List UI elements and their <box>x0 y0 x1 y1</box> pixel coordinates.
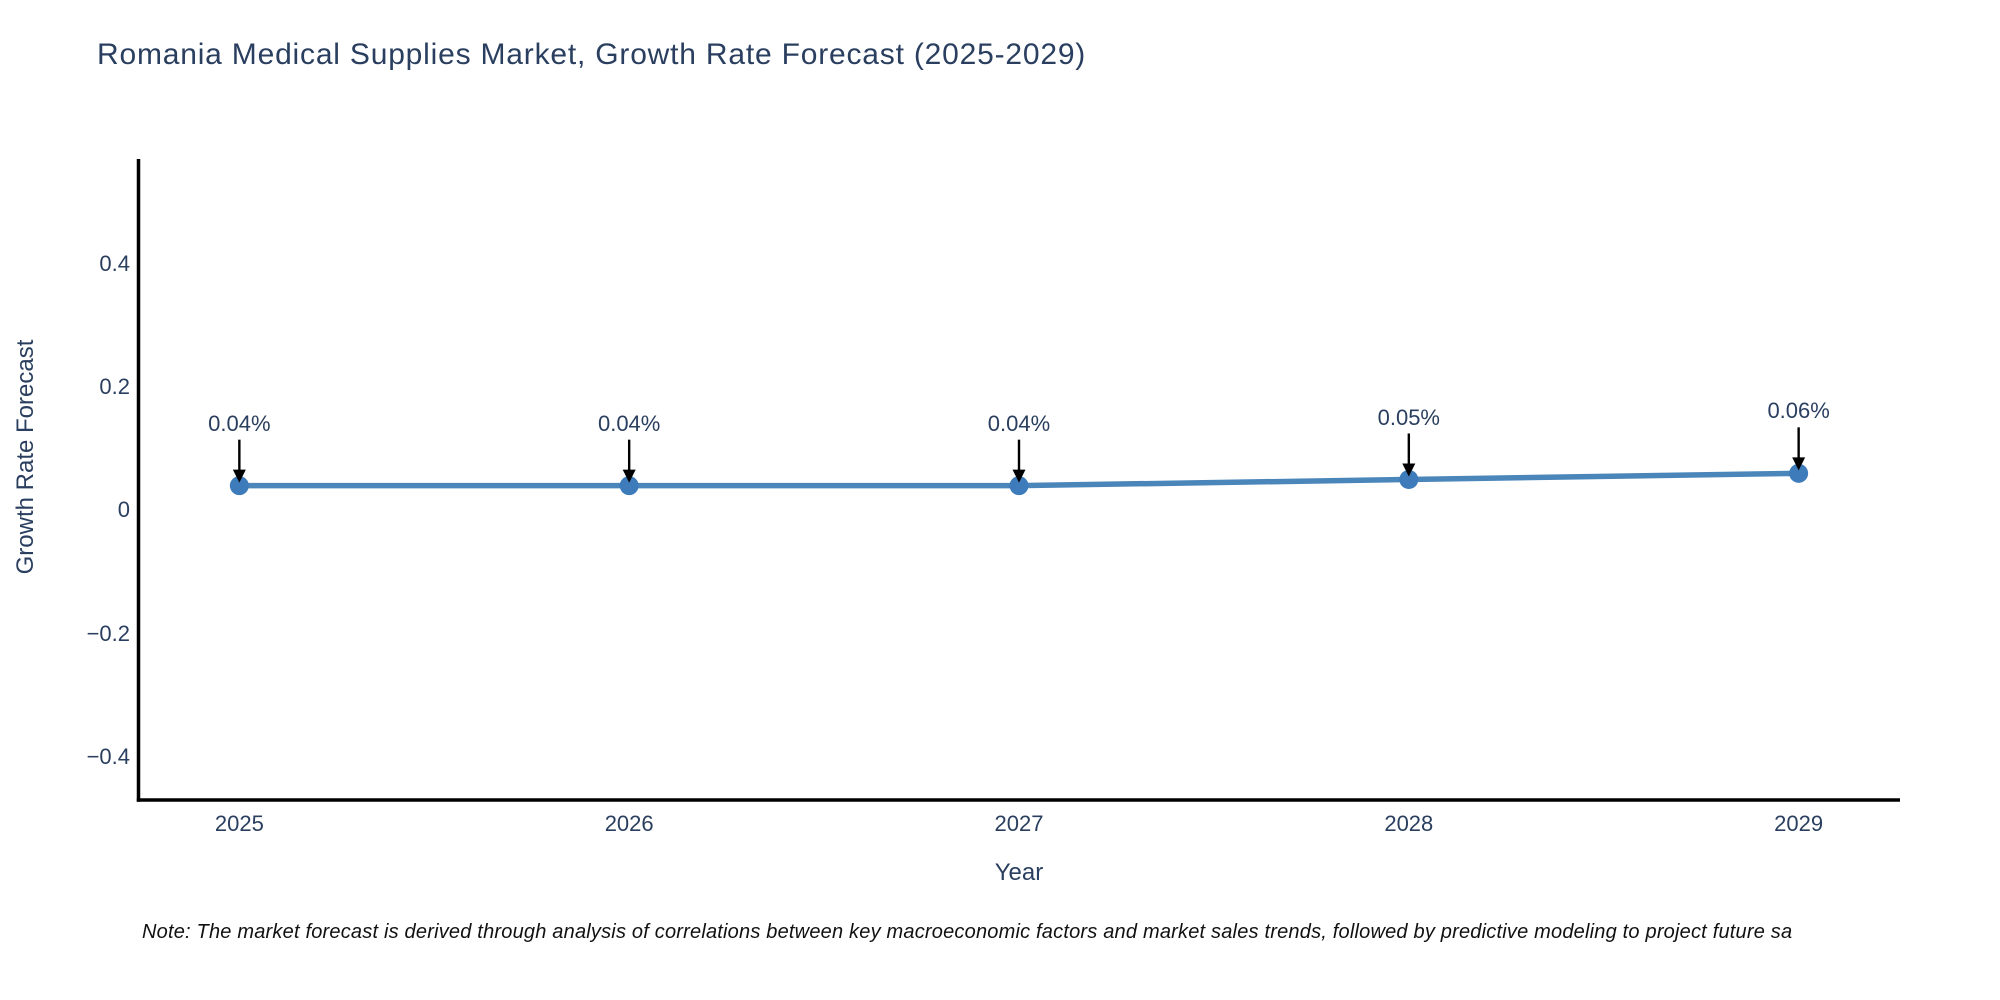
data-point-marker <box>1009 476 1029 496</box>
point-value-label: 0.06% <box>1767 398 1830 424</box>
x-tick-label: 2027 <box>994 811 1044 836</box>
y-tick-label: 0 <box>117 497 130 523</box>
annotation-arrow-head <box>1792 457 1806 471</box>
data-point-marker <box>229 476 249 496</box>
point-value-label: 0.05% <box>1377 404 1441 430</box>
y-tick-label: −0.4 <box>86 743 130 769</box>
chart-title: Romania Medical Supplies Market, Growth … <box>97 38 1087 71</box>
annotation-arrow-head <box>1402 463 1416 477</box>
x-tick-label: 2028 <box>1384 811 1434 836</box>
y-tick-label: −0.2 <box>86 620 130 646</box>
annotation-arrow-head <box>622 469 636 483</box>
y-tick-label: 0.4 <box>99 250 130 276</box>
data-point-marker <box>1399 470 1419 489</box>
x-tick-label: 2026 <box>604 811 654 836</box>
footnote: Note: The market forecast is derived thr… <box>142 921 1793 943</box>
annotation-arrow-head <box>1012 469 1026 483</box>
y-tick-label: 0.2 <box>99 374 130 400</box>
point-value-label: 0.04% <box>597 410 661 436</box>
point-value-label: 0.04% <box>208 410 271 436</box>
annotation-arrow-head <box>232 469 246 483</box>
data-point-marker <box>619 476 639 496</box>
y-axis-title: Growth Rate Forecast <box>12 339 39 575</box>
x-axis-title: Year <box>994 859 1044 886</box>
data-point-marker <box>1789 463 1809 483</box>
point-value-label: 0.04% <box>987 410 1051 436</box>
x-tick-label: 2029 <box>1774 811 1824 836</box>
x-tick-label: 2025 <box>214 811 264 836</box>
